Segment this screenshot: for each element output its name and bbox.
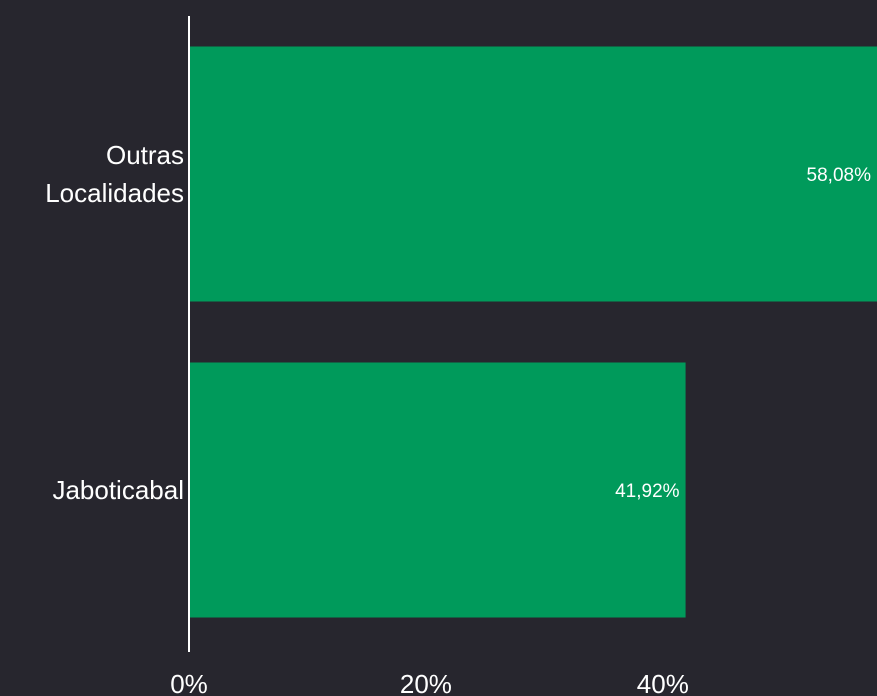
x-tick-label: 40% — [637, 669, 689, 696]
bar-value-label: 41,92% — [615, 481, 680, 502]
x-tick-label: 20% — [400, 669, 452, 696]
category-labels-group: Outras Localidades Jaboticabal — [45, 140, 184, 505]
x-tick-label: 0% — [170, 669, 208, 696]
bar-value-label: 58,08% — [807, 165, 872, 186]
bars-group: 58,08% 41,92% — [189, 46, 877, 618]
bar-2 — [189, 362, 686, 618]
category-label: Outras — [106, 140, 184, 170]
category-label: Localidades — [45, 178, 184, 208]
category-label: Jaboticabal — [52, 475, 184, 505]
bar-1 — [189, 46, 877, 302]
x-tick-labels-group: 0% 20% 40% — [170, 669, 689, 696]
